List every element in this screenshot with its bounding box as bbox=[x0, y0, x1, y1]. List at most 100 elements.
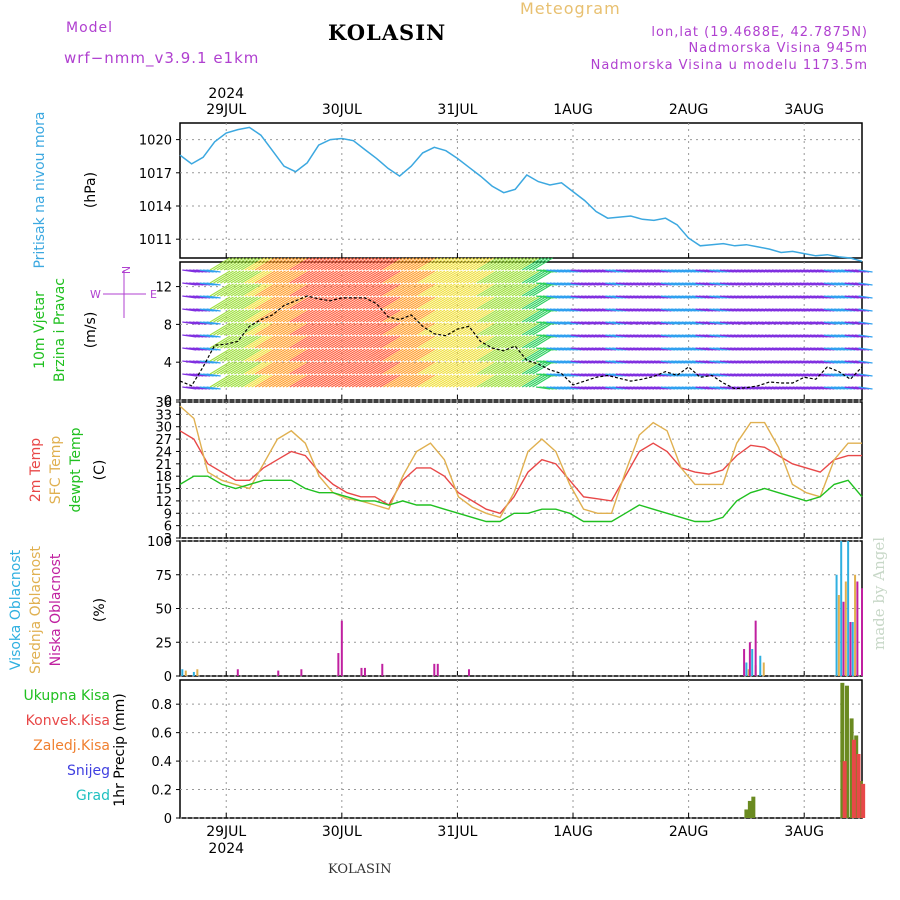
precip-bar bbox=[744, 809, 749, 818]
wind-speed-line bbox=[179, 295, 863, 390]
temperature-ytick-label: 21 bbox=[155, 458, 172, 473]
wind-barb bbox=[431, 335, 453, 349]
wind-barb bbox=[275, 335, 297, 349]
wind-barb bbox=[414, 348, 435, 362]
wind-barb bbox=[296, 322, 318, 336]
wind-barb bbox=[532, 309, 553, 323]
temperature-ytick-label: 6 bbox=[164, 520, 172, 535]
wind-barb bbox=[414, 322, 435, 336]
wind-barb bbox=[466, 309, 487, 323]
wind-barb bbox=[438, 309, 460, 323]
wind-barb bbox=[528, 309, 550, 323]
wind-barb bbox=[234, 374, 255, 388]
wind-barb bbox=[261, 309, 283, 323]
wind-barb bbox=[469, 296, 491, 310]
wind-barb bbox=[299, 322, 321, 336]
wind-barb bbox=[379, 309, 401, 323]
wind-barb bbox=[428, 257, 449, 271]
wind-barb bbox=[206, 282, 221, 286]
wind-barb bbox=[320, 361, 342, 375]
wind-barb bbox=[272, 361, 293, 375]
wind-barb bbox=[414, 374, 435, 388]
wind-barb bbox=[386, 335, 408, 349]
wind-barb bbox=[244, 361, 266, 375]
wind-barb bbox=[497, 374, 519, 388]
wind-barb bbox=[240, 296, 262, 310]
wind-barb bbox=[466, 335, 487, 349]
wind-barb bbox=[476, 335, 498, 349]
wind-barb bbox=[237, 270, 259, 284]
wind-barb bbox=[244, 257, 266, 271]
wind-barb bbox=[403, 296, 425, 310]
wind-barb bbox=[462, 374, 484, 388]
wind-barb bbox=[344, 270, 366, 284]
wind-ylabel-sub: Brzina i Pravac bbox=[52, 278, 68, 382]
wind-barb bbox=[483, 257, 505, 271]
wind-barb bbox=[209, 374, 231, 388]
wind-barb bbox=[292, 322, 314, 336]
cloud-bar bbox=[851, 622, 854, 676]
wind-barb bbox=[504, 270, 526, 284]
wind-barb bbox=[386, 296, 408, 310]
wind-barb bbox=[473, 309, 494, 323]
wind-barb bbox=[445, 296, 467, 310]
wind-barb bbox=[324, 283, 345, 297]
wind-barb bbox=[407, 348, 429, 362]
wind-barb bbox=[455, 270, 477, 284]
wind-barb bbox=[449, 335, 470, 349]
wind-barb bbox=[511, 374, 533, 388]
wind-barb bbox=[476, 309, 498, 323]
wind-barb bbox=[310, 257, 331, 271]
wind-barb bbox=[213, 374, 234, 388]
wind-ytick-label: 8 bbox=[164, 318, 172, 333]
wind-barb bbox=[220, 348, 241, 362]
wind-barb bbox=[338, 270, 359, 284]
wind-barb bbox=[237, 309, 259, 323]
wind-barb bbox=[445, 322, 467, 336]
wind-barb bbox=[442, 374, 463, 388]
wind-barb bbox=[213, 335, 234, 349]
wind-barb bbox=[317, 309, 338, 323]
wind-barb bbox=[348, 309, 370, 323]
wind-barb bbox=[258, 361, 279, 375]
wind-barb bbox=[338, 309, 359, 323]
wind-barb bbox=[240, 348, 262, 362]
wind-barb bbox=[265, 335, 286, 349]
wind-barb bbox=[365, 322, 387, 336]
wind-barb bbox=[272, 283, 293, 297]
wind-barb bbox=[351, 322, 373, 336]
wind-barb bbox=[528, 322, 550, 336]
compass-e-label: E bbox=[150, 288, 157, 301]
wind-barb bbox=[428, 374, 449, 388]
wind-barb bbox=[213, 283, 234, 297]
wind-barb bbox=[358, 348, 380, 362]
wind-barb bbox=[424, 270, 446, 284]
wind-barbs bbox=[182, 257, 873, 390]
wind-barb bbox=[459, 374, 481, 388]
wind-barb bbox=[487, 296, 508, 310]
wind-barb bbox=[514, 257, 536, 271]
wind-barb bbox=[234, 309, 255, 323]
wind-barb bbox=[348, 257, 370, 271]
wind-barb bbox=[490, 257, 512, 271]
wind-barb bbox=[397, 296, 418, 310]
wind-barb bbox=[452, 296, 474, 310]
wind-barb bbox=[487, 270, 508, 284]
wind-barb bbox=[227, 322, 248, 336]
wind-barb bbox=[279, 257, 300, 271]
wind-barb bbox=[317, 361, 338, 375]
wind-barb bbox=[379, 335, 401, 349]
wind-barb bbox=[445, 283, 467, 297]
wind-barb bbox=[462, 361, 484, 375]
cloud-bar bbox=[748, 642, 751, 676]
wind-barb bbox=[521, 257, 543, 271]
wind-barb bbox=[466, 283, 487, 297]
wind-barb bbox=[216, 283, 238, 297]
wind-barb bbox=[400, 257, 422, 271]
wind-barb bbox=[511, 335, 533, 349]
wind-barb bbox=[504, 348, 526, 362]
wind-barb bbox=[275, 322, 297, 336]
wind-barb bbox=[261, 322, 283, 336]
wind-barb bbox=[254, 361, 276, 375]
wind-barb bbox=[442, 296, 463, 310]
